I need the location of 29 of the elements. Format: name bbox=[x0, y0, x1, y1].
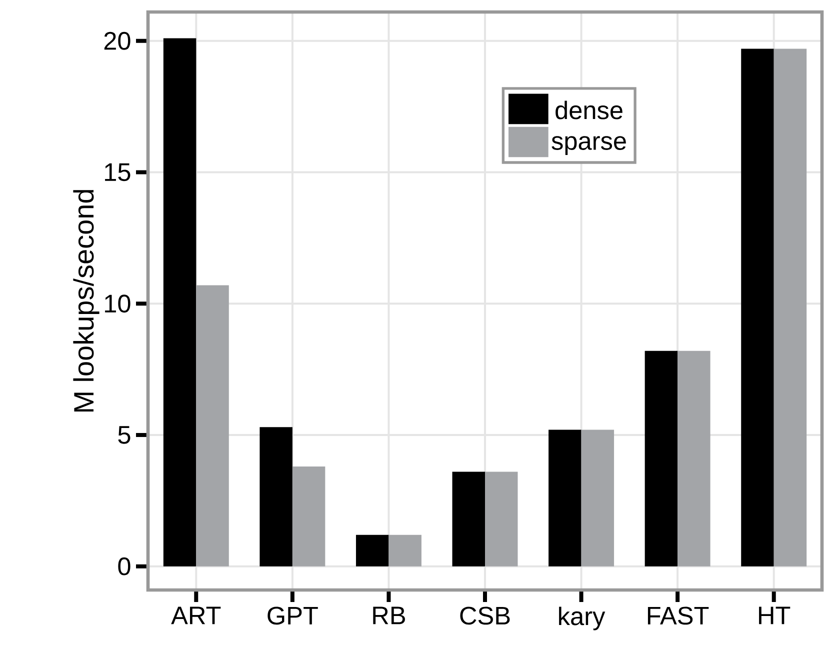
y-tick-label: 0 bbox=[118, 557, 130, 576]
legend-label: dense bbox=[556, 100, 622, 120]
y-tick-label: 20 bbox=[104, 32, 130, 50]
y-tick-label: 5 bbox=[118, 426, 130, 444]
bar bbox=[196, 285, 229, 566]
bar bbox=[388, 534, 422, 566]
bar bbox=[644, 350, 678, 566]
x-tick-label: CSB bbox=[460, 606, 510, 625]
x-tick-label: kary bbox=[559, 606, 606, 630]
bar bbox=[678, 350, 710, 566]
bar bbox=[292, 466, 326, 566]
y-tick-label: 15 bbox=[105, 163, 130, 182]
x-tick-label: HT bbox=[759, 606, 790, 624]
bar bbox=[774, 48, 807, 566]
y-axis-title: M lookups/second bbox=[73, 190, 100, 412]
x-tick-label: ART bbox=[171, 606, 221, 624]
x-tick-label: RB bbox=[373, 606, 405, 624]
bar bbox=[485, 472, 518, 566]
bar bbox=[356, 534, 389, 566]
bar bbox=[741, 48, 774, 566]
x-tick-label: FAST bbox=[648, 606, 709, 625]
y-tick-label: 10 bbox=[105, 294, 130, 313]
x-tick-label: GPT bbox=[268, 606, 318, 625]
bar bbox=[452, 472, 485, 566]
bar bbox=[581, 430, 614, 566]
bar bbox=[548, 430, 582, 566]
legend-label: sparse bbox=[552, 136, 626, 155]
bar bbox=[163, 38, 196, 566]
bar bbox=[260, 427, 292, 566]
